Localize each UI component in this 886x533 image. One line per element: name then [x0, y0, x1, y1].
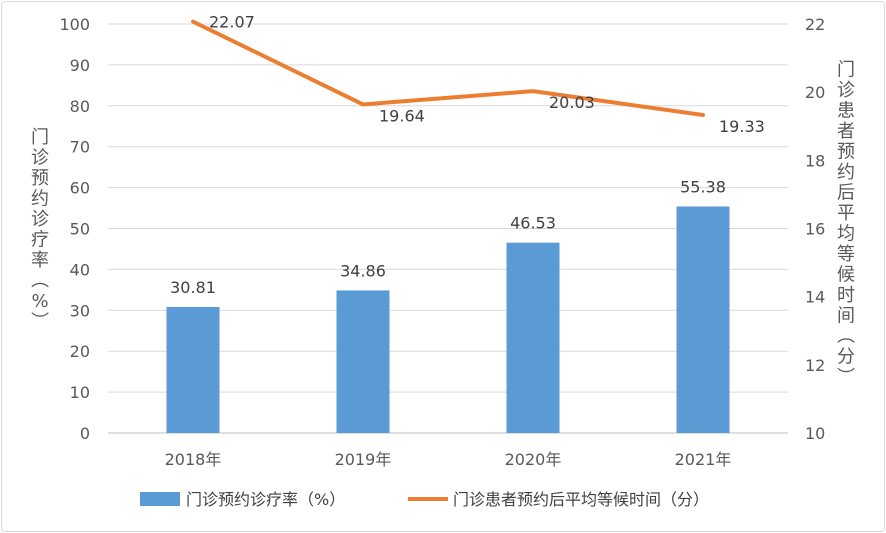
- bar-series: [166, 206, 730, 433]
- legend-bar-label: 门诊预约诊疗率（%）: [186, 490, 345, 509]
- axis-title-char: 时: [837, 285, 855, 306]
- axis-title-char: ）: [834, 367, 855, 385]
- bar: [166, 306, 220, 433]
- bar: [506, 242, 560, 433]
- bar: [336, 290, 390, 433]
- wait-time-line: [191, 19, 705, 118]
- axis-title-char: 约: [837, 162, 855, 183]
- line-value-label: 22.07: [209, 13, 255, 32]
- line-data-labels: 22.07 19.64 20.03 19.33: [209, 13, 765, 136]
- axis-title-char: 疗: [31, 229, 49, 250]
- left-tick-label: 10: [70, 383, 90, 402]
- right-tick-label: 14: [805, 288, 825, 307]
- category-label: 2021年: [675, 450, 732, 469]
- left-tick-label: 20: [70, 342, 90, 361]
- left-tick-label: 100: [59, 15, 90, 34]
- axis-title-char: 者: [837, 121, 855, 142]
- axis-title-char: 间: [837, 305, 855, 326]
- left-tick-label: 0: [80, 424, 90, 443]
- right-tick-label: 18: [805, 151, 825, 170]
- category-label: 2020年: [505, 450, 562, 469]
- axis-title-char: 预: [837, 141, 855, 162]
- gridlines: [108, 23, 788, 393]
- axis-title-char: 诊: [31, 147, 49, 168]
- axis-title-char: （: [834, 326, 855, 344]
- left-tick-label: 90: [70, 56, 90, 75]
- line-value-label: 20.03: [549, 93, 595, 112]
- left-tick-label: 60: [70, 179, 90, 198]
- axis-title-char: 后: [837, 182, 855, 203]
- axis-title-char: 平: [837, 203, 855, 224]
- line-value-label: 19.64: [379, 106, 425, 125]
- bar-data-labels: 30.81 34.86 46.53 55.38: [170, 177, 726, 296]
- bar-value-label: 30.81: [170, 278, 216, 297]
- axis-title-char: 均: [837, 223, 855, 244]
- left-tick-label: 30: [70, 301, 90, 320]
- left-tick-label: 70: [70, 138, 90, 157]
- legend-bar-swatch: [140, 492, 180, 506]
- axis-title-char: 约: [31, 188, 49, 209]
- right-tick-label: 22: [805, 15, 825, 34]
- axis-title-char: 诊: [31, 209, 49, 230]
- left-tick-label: 50: [70, 220, 90, 239]
- line-value-label: 19.33: [719, 117, 765, 136]
- left-axis-title: 门诊预约诊疗率（%）: [28, 127, 49, 330]
- axis-title-char: 门: [31, 127, 49, 148]
- right-tick-label: 10: [805, 424, 825, 443]
- right-axis-title: 门诊患者预约后平均等候时间（ 分）: [834, 59, 855, 385]
- category-labels: 2018年 2019年 2020年 2021年: [165, 450, 732, 469]
- left-tick-label: 40: [70, 260, 90, 279]
- right-tick-label: 16: [805, 220, 825, 239]
- bar-value-label: 46.53: [510, 214, 556, 233]
- axis-title-char: 率: [31, 250, 49, 271]
- axis-title-char: %: [31, 291, 48, 312]
- category-label: 2019年: [335, 450, 392, 469]
- right-tick-label: 20: [805, 83, 825, 102]
- axis-title-char: （: [28, 270, 49, 288]
- bar-value-label: 34.86: [340, 261, 386, 280]
- right-tick-label: 12: [805, 356, 825, 375]
- bar-value-label: 55.38: [680, 177, 726, 196]
- legend-line-label: 门诊患者预约后平均等候时间（分）: [453, 490, 709, 509]
- axis-title-char: 等: [837, 244, 855, 265]
- right-axis-ticks: 10 12 14 16 18 20 22: [805, 15, 825, 443]
- category-label: 2018年: [165, 450, 222, 469]
- bar: [676, 206, 730, 433]
- axis-title-char: 候: [837, 264, 855, 285]
- legend: 门诊预约诊疗率（%） 门诊患者预约后平均等候时间（分）: [140, 490, 709, 509]
- left-tick-label: 80: [70, 97, 90, 116]
- axis-title-char: ）: [28, 311, 49, 329]
- axis-title-char: 预: [31, 168, 49, 189]
- axis-title-char: 诊: [837, 80, 855, 101]
- axis-title-char: 分: [837, 346, 855, 367]
- left-axis-ticks: 0 10 20 30 40 50 60 70 80 90 100: [59, 15, 90, 443]
- axis-title-char: 门: [837, 59, 855, 80]
- axis-title-char: 患: [837, 100, 855, 121]
